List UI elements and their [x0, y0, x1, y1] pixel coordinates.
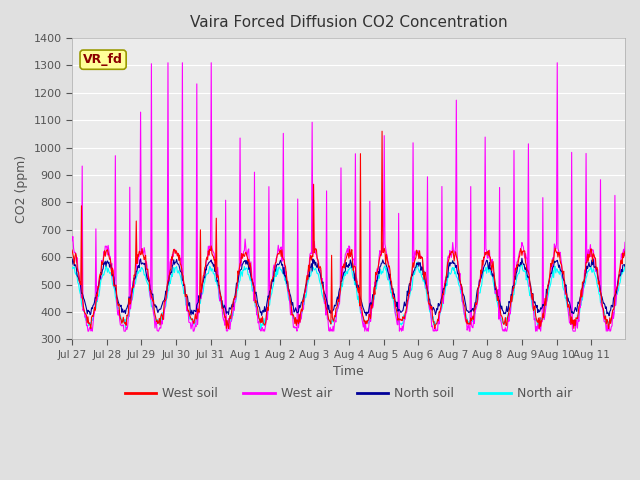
X-axis label: Time: Time: [333, 365, 364, 378]
Legend: West soil, West air, North soil, North air: West soil, West air, North soil, North a…: [120, 383, 577, 406]
Title: Vaira Forced Diffusion CO2 Concentration: Vaira Forced Diffusion CO2 Concentration: [189, 15, 508, 30]
Text: VR_fd: VR_fd: [83, 53, 123, 66]
Y-axis label: CO2 (ppm): CO2 (ppm): [15, 155, 28, 223]
